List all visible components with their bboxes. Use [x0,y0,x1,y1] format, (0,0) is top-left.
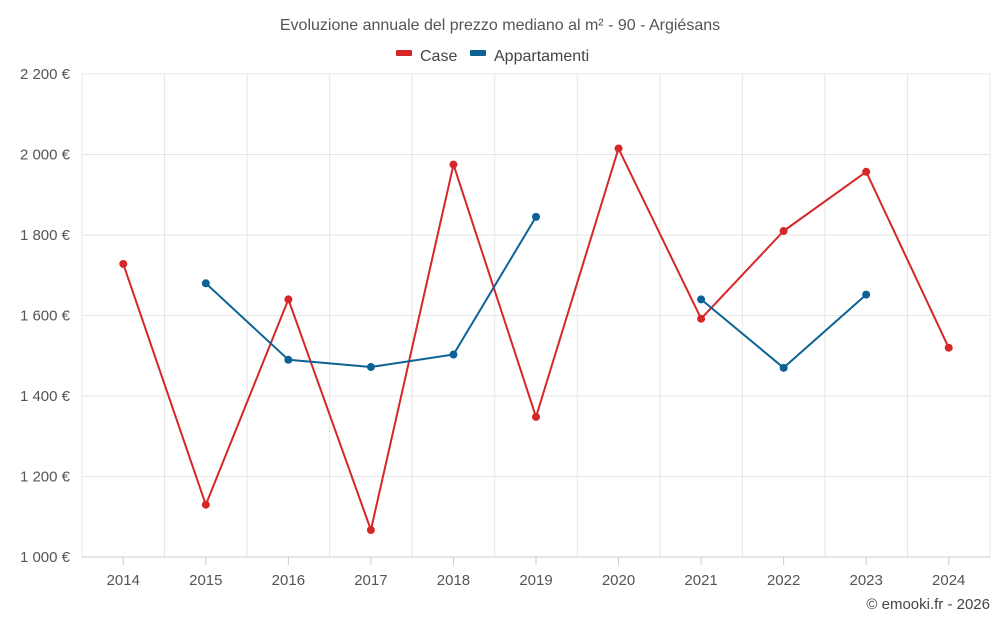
data-point-appartamenti[interactable] [532,212,540,221]
legend-swatch-case [396,50,412,56]
data-point-case[interactable] [201,500,210,509]
data-point-case[interactable] [862,167,871,176]
legend-swatch-appartamenti [470,50,486,56]
y-tick-label: 1 000 € [20,549,71,566]
data-point-case[interactable] [944,343,953,352]
legend-item-appartamenti[interactable]: Appartamenti [470,48,589,65]
x-tick-label: 2017 [354,572,387,589]
x-tick-label: 2024 [932,572,965,589]
legend: Case Appartamenti [396,48,589,65]
data-point-case[interactable] [532,412,540,421]
data-point-appartamenti[interactable] [779,363,788,372]
y-tick-label: 2 200 € [20,66,71,83]
y-tick-label: 1 200 € [20,469,71,486]
y-tick-label: 2 000 € [20,147,71,164]
data-point-appartamenti[interactable] [284,355,293,364]
legend-item-case[interactable]: Case [396,48,457,65]
x-tick-label: 2022 [767,572,800,589]
x-tick-label: 2020 [602,572,635,589]
x-tick-label: 2023 [849,572,882,589]
series-case [119,144,953,535]
x-tick-label: 2021 [684,572,717,589]
x-tick-label: 2014 [107,572,140,589]
x-tick-label: 2018 [437,572,470,589]
data-point-case[interactable] [779,226,788,235]
series [119,144,953,535]
grid [81,73,991,558]
data-point-appartamenti[interactable] [862,290,871,299]
data-point-case[interactable] [366,526,375,535]
data-point-appartamenti[interactable] [697,295,706,304]
x-tick-label: 2015 [189,572,222,589]
credit-text: © emooki.fr - 2026 [866,596,990,613]
chart-title: Evoluzione annuale del prezzo mediano al… [280,17,720,34]
data-point-case[interactable] [697,314,706,323]
x-tick-label: 2016 [272,572,305,589]
y-axis-ticks: 1 000 € 1 200 € 1 400 € 1 600 € 1 800 € 2 000… [20,66,71,566]
data-point-case[interactable] [119,259,128,268]
data-point-appartamenti[interactable] [449,350,458,359]
x-tick-label: 2019 [519,572,552,589]
y-tick-label: 1 600 € [20,308,71,325]
data-point-case[interactable] [614,144,623,153]
series-appartamenti [201,212,871,372]
y-tick-label: 1 800 € [20,227,71,244]
y-tick-label: 1 400 € [20,388,71,405]
series-line-appartamenti [700,293,867,369]
data-point-case[interactable] [449,160,458,169]
legend-label-appartamenti: Appartamenti [494,48,589,65]
x-axis-ticks: 2014 2015 2016 2017 2018 2019 2020 2021 2022 2023… [107,557,965,589]
legend-label-case: Case [420,48,457,65]
data-point-appartamenti[interactable] [201,279,210,288]
data-point-case[interactable] [284,295,293,304]
data-point-appartamenti[interactable] [366,363,375,372]
series-line-appartamenti [205,216,537,368]
